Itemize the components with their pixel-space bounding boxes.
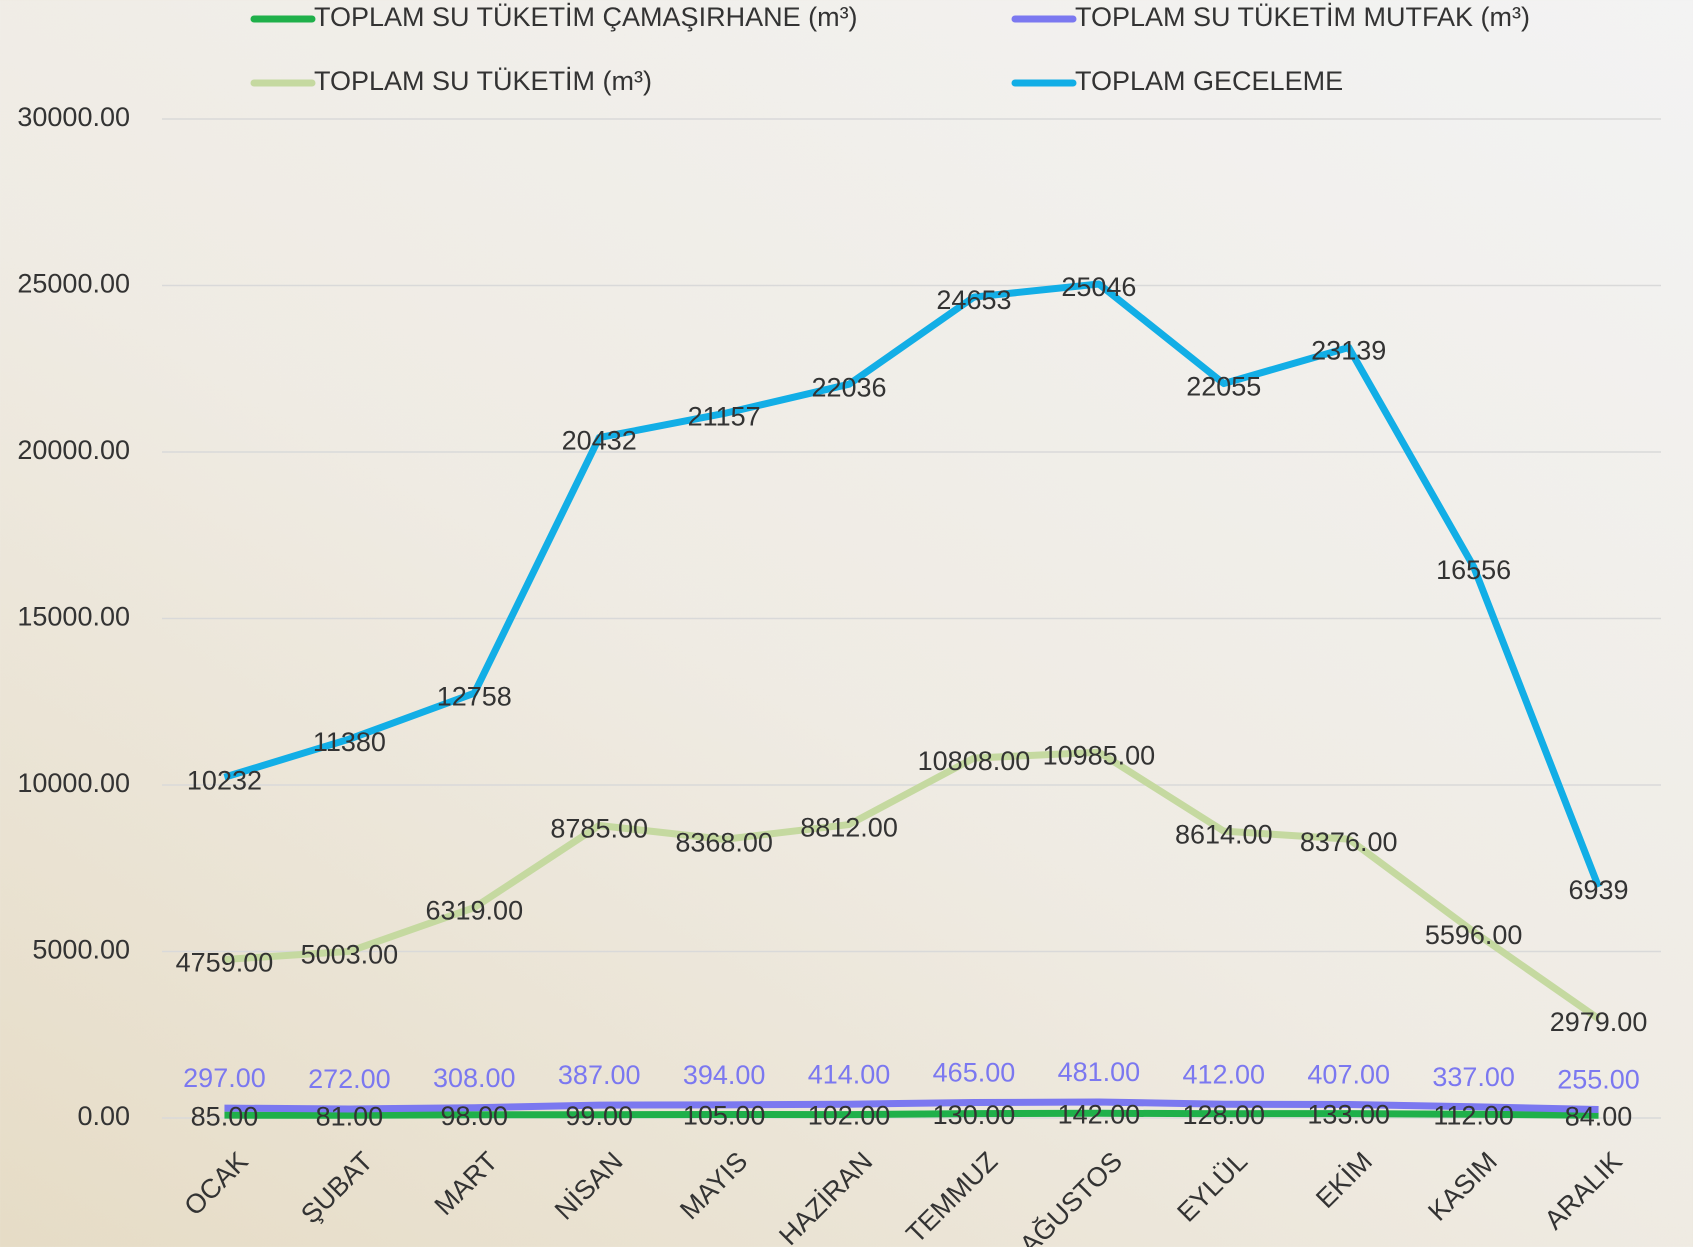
x-tick-label: MART bbox=[429, 1146, 504, 1221]
data-label: 112.00 bbox=[1433, 1100, 1514, 1130]
y-tick-label: 5000.00 bbox=[32, 935, 130, 965]
legend-label: TOPLAM SU TÜKETİM (m³) bbox=[314, 65, 652, 96]
series-line bbox=[224, 1098, 1599, 1114]
data-label: 11380 bbox=[313, 727, 386, 757]
data-label: 5596.00 bbox=[1425, 920, 1523, 950]
x-tick-label: ARALIK bbox=[1539, 1146, 1628, 1235]
data-label: 337.00 bbox=[1432, 1062, 1515, 1092]
x-tick-label: HAZİRAN bbox=[773, 1145, 879, 1247]
data-label: 23139 bbox=[1311, 336, 1386, 366]
data-label: 4759.00 bbox=[176, 948, 274, 978]
y-tick-label: 0.00 bbox=[77, 1101, 130, 1131]
data-label: 85.00 bbox=[191, 1101, 259, 1131]
data-label: 22055 bbox=[1186, 372, 1261, 402]
data-label: 81.00 bbox=[316, 1101, 384, 1131]
data-label: 20432 bbox=[562, 426, 637, 456]
data-label: 10232 bbox=[187, 765, 262, 795]
x-tick-label: ŞUBAT bbox=[295, 1146, 378, 1229]
data-label: 10985.00 bbox=[1043, 740, 1156, 770]
data-label: 128.00 bbox=[1182, 1100, 1265, 1130]
data-label: 22036 bbox=[811, 372, 886, 402]
data-label: 8785.00 bbox=[550, 814, 648, 844]
series-line bbox=[224, 1109, 1599, 1119]
data-label: 255.00 bbox=[1557, 1065, 1640, 1095]
data-label: 6939 bbox=[1569, 875, 1629, 905]
series-line bbox=[224, 748, 1601, 1022]
data-label: 8368.00 bbox=[675, 827, 773, 857]
x-tick-label: AĞUSTOS bbox=[1013, 1145, 1128, 1247]
x-tick-label: TEMMUZ bbox=[900, 1146, 1003, 1247]
data-label: 102.00 bbox=[808, 1101, 891, 1131]
series-line bbox=[223, 280, 1602, 889]
data-label: 99.00 bbox=[565, 1101, 633, 1131]
data-label: 130.00 bbox=[933, 1100, 1016, 1130]
data-label: 465.00 bbox=[933, 1058, 1016, 1088]
data-label: 387.00 bbox=[558, 1060, 641, 1090]
data-label: 24653 bbox=[936, 285, 1011, 315]
data-label: 394.00 bbox=[683, 1060, 766, 1090]
data-label: 8376.00 bbox=[1300, 827, 1398, 857]
data-label: 12758 bbox=[437, 681, 512, 711]
data-label: 272.00 bbox=[308, 1064, 391, 1094]
x-tick-label: NİSAN bbox=[548, 1145, 628, 1225]
data-label: 21157 bbox=[688, 402, 761, 432]
data-label: 407.00 bbox=[1307, 1060, 1390, 1090]
x-tick-label: OCAK bbox=[178, 1146, 253, 1221]
x-tick-label: KASIM bbox=[1422, 1146, 1503, 1227]
data-label: 6319.00 bbox=[425, 896, 523, 926]
data-label: 25046 bbox=[1061, 272, 1136, 302]
y-tick-label: 15000.00 bbox=[17, 602, 130, 632]
data-label: 133.00 bbox=[1307, 1100, 1390, 1130]
data-label: 308.00 bbox=[433, 1063, 516, 1093]
y-tick-label: 25000.00 bbox=[17, 269, 130, 299]
data-label: 481.00 bbox=[1058, 1057, 1141, 1087]
legend-label: TOPLAM SU TÜKETİM MUTFAK (m³) bbox=[1075, 1, 1530, 32]
data-label: 16556 bbox=[1436, 555, 1511, 585]
data-label: 8812.00 bbox=[800, 813, 898, 843]
legend-label: TOPLAM GECELEME bbox=[1075, 66, 1343, 96]
data-label: 8614.00 bbox=[1175, 819, 1273, 849]
x-tick-label: EKİM bbox=[1309, 1145, 1378, 1214]
data-label: 105.00 bbox=[683, 1101, 766, 1131]
data-label: 5003.00 bbox=[301, 940, 399, 970]
data-label: 84.00 bbox=[1565, 1101, 1633, 1131]
data-label: 414.00 bbox=[808, 1059, 891, 1089]
data-label: 412.00 bbox=[1182, 1059, 1265, 1089]
data-label: 2979.00 bbox=[1550, 1007, 1648, 1037]
data-label: 10808.00 bbox=[918, 746, 1031, 776]
data-label: 98.00 bbox=[441, 1101, 509, 1131]
y-tick-label: 10000.00 bbox=[17, 768, 130, 798]
x-tick-label: EYLÜL bbox=[1171, 1146, 1253, 1228]
y-tick-label: 30000.00 bbox=[17, 102, 130, 132]
data-label: 142.00 bbox=[1058, 1099, 1141, 1129]
y-tick-label: 20000.00 bbox=[17, 435, 130, 465]
legend-label: TOPLAM SU TÜKETİM ÇAMAŞIRHANE (m³) bbox=[314, 1, 858, 32]
x-tick-label: MAYIS bbox=[674, 1146, 753, 1225]
data-label: 297.00 bbox=[183, 1063, 266, 1093]
